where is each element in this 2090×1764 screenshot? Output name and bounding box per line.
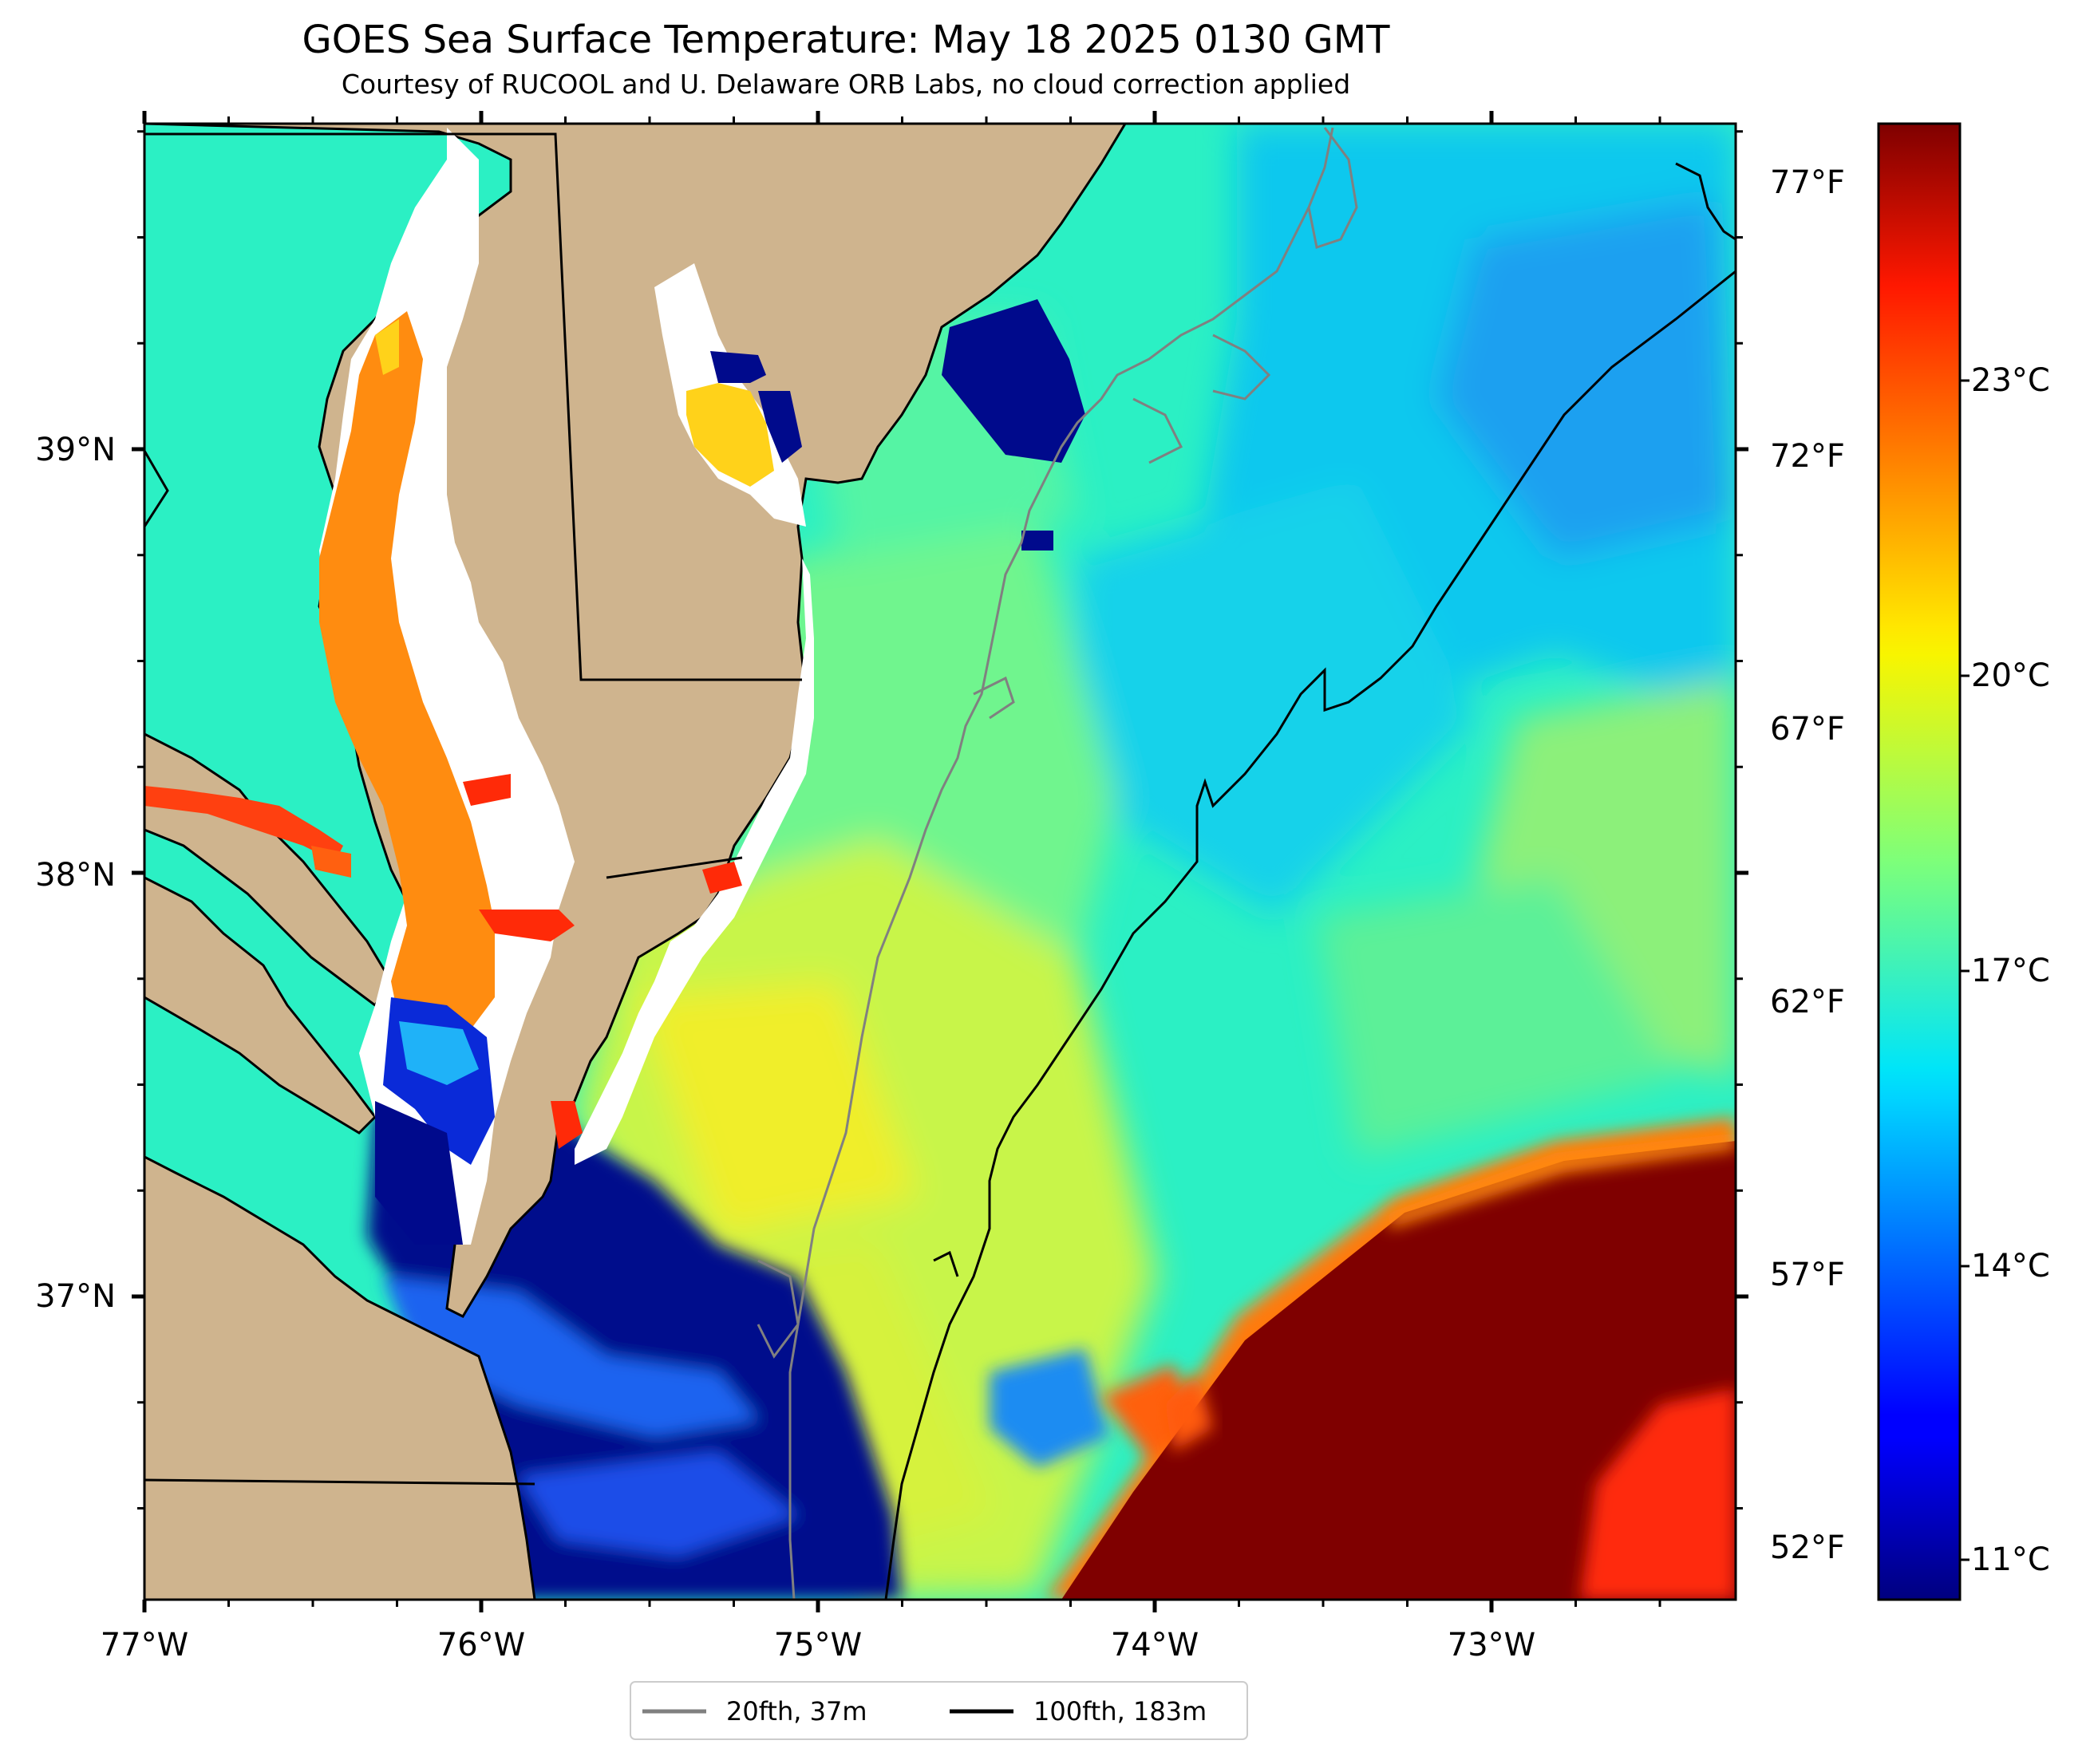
c-label-11: 11°C bbox=[1971, 1541, 2050, 1578]
f-label-52: 52°F bbox=[1770, 1529, 1845, 1566]
colorbar: 23°C 20°C 17°C 14°C 11°C bbox=[1877, 122, 2050, 1601]
legend-label-100fth: 100fth, 183m bbox=[1033, 1696, 1207, 1727]
colorbar-ticks bbox=[1960, 379, 1969, 1561]
bay-warm-water bbox=[319, 311, 495, 1037]
gulf-stream-core bbox=[1061, 1141, 1736, 1600]
contour-100fth bbox=[884, 162, 1736, 1600]
state-borders bbox=[144, 132, 802, 1486]
lat-tick-labels: 39°N 38°N 37°N bbox=[35, 432, 116, 1315]
lat-label-38n: 38°N bbox=[35, 857, 116, 894]
fahrenheit-tick-labels: 77°F 72°F 67°F 62°F 57°F 52°F bbox=[1770, 164, 1845, 1566]
chesapeake-bay bbox=[144, 128, 575, 1245]
contour-20fth bbox=[757, 127, 1358, 1600]
map-subtitle: Courtesy of RUCOOL and U. Delaware ORB L… bbox=[341, 69, 1351, 100]
f-label-72: 72°F bbox=[1770, 438, 1845, 475]
c-label-17: 17°C bbox=[1971, 953, 2050, 989]
lat-label-37n: 37°N bbox=[35, 1278, 116, 1315]
lon-label-74w: 74°W bbox=[1111, 1627, 1199, 1663]
legend-label-20fth: 20fth, 37m bbox=[726, 1696, 867, 1727]
delaware-bay bbox=[654, 263, 806, 527]
contour-legend: 20fth, 37m 100fth, 183m bbox=[630, 1681, 1248, 1740]
c-label-23: 23°C bbox=[1971, 362, 2050, 399]
lat-label-39n: 39°N bbox=[35, 432, 116, 468]
axis-ticks bbox=[132, 111, 1748, 1612]
f-label-62: 62°F bbox=[1770, 984, 1845, 1020]
f-label-57: 57°F bbox=[1770, 1257, 1845, 1293]
lon-label-73w: 73°W bbox=[1448, 1627, 1535, 1663]
map-title: GOES Sea Surface Temperature: May 18 202… bbox=[302, 18, 1390, 62]
lon-label-76w: 76°W bbox=[437, 1627, 525, 1663]
map-area bbox=[144, 124, 1736, 1600]
lon-label-75w: 75°W bbox=[774, 1627, 862, 1663]
colorbar-gradient bbox=[1877, 122, 1962, 1601]
lon-tick-labels: 77°W 76°W 75°W 74°W 73°W bbox=[101, 1627, 1535, 1663]
lon-label-77w: 77°W bbox=[101, 1627, 188, 1663]
map-frame bbox=[143, 122, 1737, 1601]
f-label-77: 77°F bbox=[1770, 164, 1845, 201]
c-label-20: 20°C bbox=[1971, 657, 2050, 694]
c-label-14: 14°C bbox=[1971, 1248, 2050, 1285]
cold-patch-north bbox=[942, 299, 1085, 463]
legend-box bbox=[630, 1681, 1248, 1740]
f-label-67: 67°F bbox=[1770, 711, 1845, 748]
